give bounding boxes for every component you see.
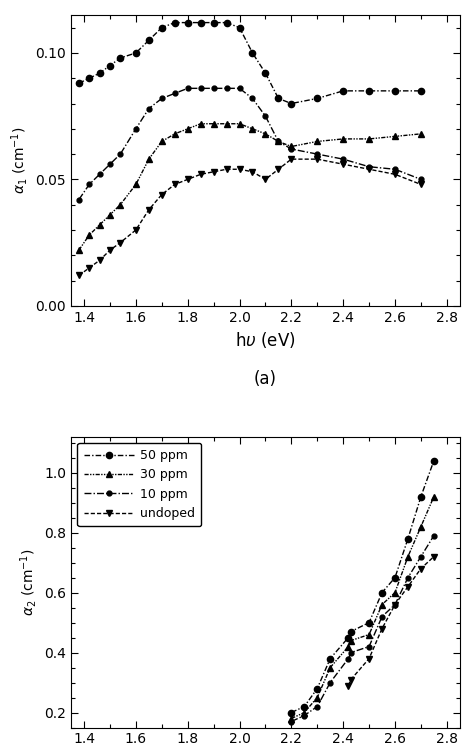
Y-axis label: $\alpha_2$ (cm$^{-1}$): $\alpha_2$ (cm$^{-1}$) <box>18 548 39 616</box>
Legend: 50 ppm, 30 ppm, 10 ppm, undoped: 50 ppm, 30 ppm, 10 ppm, undoped <box>77 443 201 526</box>
X-axis label: h$\upsilon$ (eV): h$\upsilon$ (eV) <box>235 330 296 350</box>
Y-axis label: $\alpha_1$ (cm$^{-1}$): $\alpha_1$ (cm$^{-1}$) <box>9 127 30 194</box>
Text: (a): (a) <box>254 370 277 388</box>
